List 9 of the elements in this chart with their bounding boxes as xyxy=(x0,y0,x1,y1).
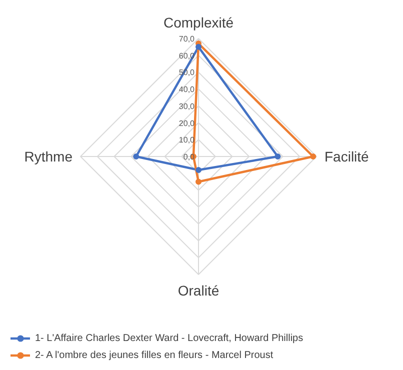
spoke-label: Complexité xyxy=(163,14,234,30)
y-tick-label: 40,0 xyxy=(178,85,196,94)
spoke-label: Oralité xyxy=(178,282,220,298)
spoke-label: Rythme xyxy=(24,148,73,164)
spoke-label: Facilité xyxy=(324,148,370,164)
legend-label: 1- L'Affaire Charles Dexter Ward - Lovecraft, Howard Phillips xyxy=(35,332,304,345)
legend-label: 2- A l'ombre des jeunes filles en fleurs - Marcel Proust xyxy=(35,348,274,362)
y-tick-label: 70,0 xyxy=(178,34,196,44)
y-tick-label: 30,0 xyxy=(178,102,196,111)
